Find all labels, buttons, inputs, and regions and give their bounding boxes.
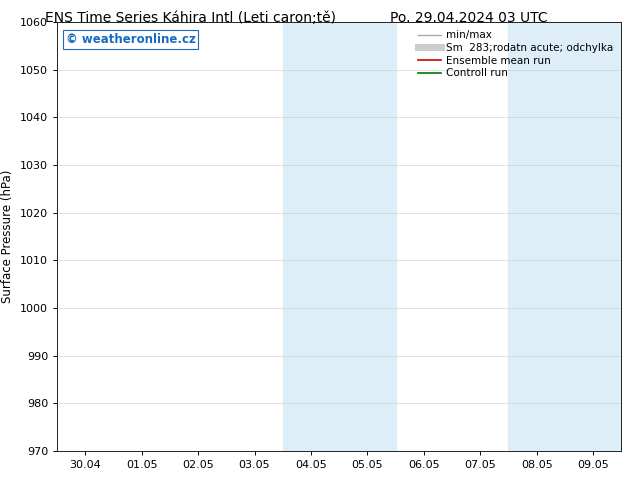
- Y-axis label: Surface Pressure (hPa): Surface Pressure (hPa): [1, 170, 15, 303]
- Text: Po. 29.04.2024 03 UTC: Po. 29.04.2024 03 UTC: [391, 11, 548, 25]
- Legend: min/max, Sm  283;rodatn acute; odchylka, Ensemble mean run, Controll run: min/max, Sm 283;rodatn acute; odchylka, …: [415, 27, 616, 81]
- Text: ENS Time Series Káhira Intl (Leti caron;tě): ENS Time Series Káhira Intl (Leti caron;…: [45, 11, 335, 25]
- Bar: [508, 22, 621, 451]
- Bar: [283, 22, 396, 451]
- Text: © weatheronline.cz: © weatheronline.cz: [65, 33, 195, 46]
